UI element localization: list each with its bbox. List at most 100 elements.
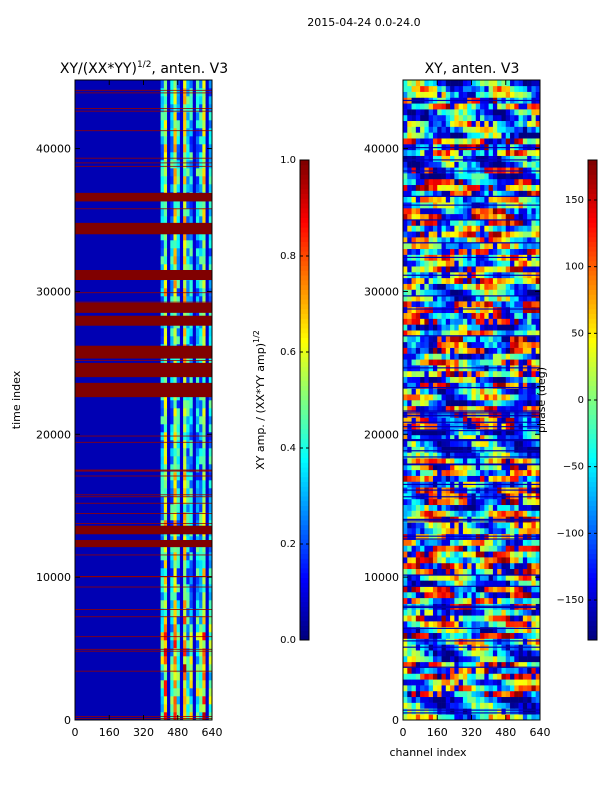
right-heatmap-cell bbox=[454, 580, 459, 587]
right-heatmap-cell bbox=[467, 190, 472, 197]
right-heatmap-cell bbox=[501, 475, 507, 482]
right-heatmap-cell bbox=[450, 667, 455, 674]
x-tick-label: 160 bbox=[427, 726, 448, 739]
left-heatmap-line bbox=[75, 650, 212, 652]
left-heatmap-cell bbox=[195, 464, 200, 473]
left-heatmap-cell bbox=[205, 464, 210, 473]
right-heatmap-cell bbox=[407, 126, 412, 133]
right-heatmap-cell bbox=[510, 493, 515, 500]
right-heatmap-cell bbox=[420, 528, 425, 535]
right-heatmap-cell bbox=[480, 434, 485, 442]
right-heatmap-cell bbox=[492, 696, 498, 703]
left-heatmap-cell bbox=[202, 480, 206, 489]
right-heatmap-cell bbox=[480, 370, 485, 378]
left-heatmap-cell bbox=[205, 336, 210, 345]
right-heatmap-cell bbox=[462, 592, 468, 599]
right-heatmap-cell bbox=[432, 452, 438, 459]
right-heatmap-cell bbox=[518, 260, 524, 267]
colorbar-segment bbox=[300, 510, 309, 516]
left-heatmap-cell bbox=[192, 448, 197, 457]
right-heatmap-cell bbox=[424, 417, 429, 424]
right-heatmap-cell bbox=[415, 167, 421, 174]
right-heatmap-cell bbox=[454, 446, 459, 453]
right-heatmap-cell bbox=[510, 277, 515, 284]
right-heatmap-cell bbox=[535, 219, 541, 226]
left-heatmap-cell bbox=[170, 200, 174, 209]
right-heatmap-cell bbox=[510, 551, 515, 558]
left-heatmap-cell bbox=[163, 608, 168, 617]
left-heatmap-cell bbox=[199, 520, 203, 529]
left-heatmap-cell bbox=[202, 168, 206, 177]
right-heatmap-line bbox=[403, 426, 540, 428]
right-heatmap-cell bbox=[531, 149, 537, 156]
right-heatmap-cell bbox=[535, 714, 541, 721]
left-heatmap-cell bbox=[176, 232, 181, 241]
right-heatmap-cell bbox=[497, 301, 502, 308]
left-heatmap-cell bbox=[208, 640, 213, 649]
right-heatmap-cell bbox=[432, 289, 438, 296]
right-heatmap-cell bbox=[450, 283, 455, 290]
left-heatmap-cell bbox=[176, 256, 181, 265]
right-heatmap-line bbox=[403, 335, 540, 337]
right-heatmap-cell bbox=[497, 330, 502, 337]
right-heatmap-cell bbox=[407, 528, 412, 535]
right-heatmap-cell bbox=[407, 586, 412, 593]
right-heatmap-cell bbox=[415, 446, 421, 453]
right-heatmap-cell bbox=[484, 312, 489, 319]
right-heatmap-cell bbox=[428, 295, 434, 302]
right-heatmap-cell bbox=[514, 283, 519, 290]
left-heatmap-band bbox=[75, 315, 212, 326]
right-heatmap-cell bbox=[415, 545, 421, 552]
right-heatmap-line bbox=[403, 410, 540, 412]
left-heatmap-cell bbox=[173, 520, 177, 529]
right-heatmap-cell bbox=[411, 562, 417, 570]
right-heatmap-cell bbox=[488, 638, 494, 645]
right-heatmap-cell bbox=[420, 568, 425, 575]
right-heatmap-cell bbox=[501, 434, 507, 442]
right-heatmap-cell bbox=[445, 714, 451, 721]
right-heatmap-cell bbox=[518, 376, 524, 383]
left-heatmap-cell bbox=[183, 96, 187, 105]
right-heatmap-cell bbox=[492, 103, 498, 110]
right-heatmap-cell bbox=[505, 498, 511, 506]
right-heatmap-cell bbox=[480, 656, 485, 663]
right-heatmap-cell bbox=[467, 231, 472, 238]
left-heatmap-cell bbox=[195, 112, 200, 121]
right-heatmap-cell bbox=[480, 621, 485, 628]
left-heatmap-cell bbox=[170, 616, 174, 625]
right-heatmap-cell bbox=[441, 551, 447, 558]
right-heatmap-cell bbox=[497, 103, 502, 110]
right-heatmap-cell bbox=[415, 178, 421, 186]
right-heatmap-cell bbox=[424, 452, 429, 459]
left-heatmap-cell bbox=[160, 128, 165, 137]
right-heatmap-cell bbox=[454, 394, 459, 401]
right-heatmap-cell bbox=[403, 498, 408, 506]
right-heatmap-cell bbox=[480, 382, 485, 389]
right-heatmap-cell bbox=[411, 469, 417, 476]
right-heatmap-cell bbox=[462, 452, 468, 459]
left-heatmap-cell bbox=[199, 656, 203, 665]
left-heatmap-cell bbox=[163, 408, 168, 417]
left-heatmap-cell bbox=[176, 136, 181, 145]
right-heatmap-cell bbox=[403, 580, 408, 587]
right-heatmap-cell bbox=[458, 213, 464, 220]
right-heatmap-cell bbox=[441, 184, 447, 191]
left-heatmap-cell bbox=[192, 680, 197, 689]
right-heatmap-cell bbox=[424, 109, 429, 116]
right-heatmap-cell bbox=[535, 685, 541, 692]
right-heatmap-cell bbox=[505, 103, 511, 110]
right-heatmap-cell bbox=[411, 283, 417, 290]
right-heatmap-cell bbox=[527, 411, 532, 418]
right-heatmap-cell bbox=[467, 661, 472, 668]
left-heatmap-cell bbox=[202, 120, 206, 129]
right-heatmap-cell bbox=[462, 289, 468, 296]
left-heatmap-cell bbox=[192, 496, 197, 505]
right-heatmap-cell bbox=[411, 184, 417, 191]
right-heatmap-cell bbox=[437, 266, 442, 273]
right-heatmap-cell bbox=[522, 248, 528, 255]
right-heatmap-cell bbox=[522, 621, 528, 628]
right-heatmap-cell bbox=[420, 289, 425, 296]
right-heatmap-cell bbox=[458, 161, 464, 168]
right-heatmap-cell bbox=[467, 539, 472, 546]
right-heatmap-cell bbox=[471, 528, 477, 535]
